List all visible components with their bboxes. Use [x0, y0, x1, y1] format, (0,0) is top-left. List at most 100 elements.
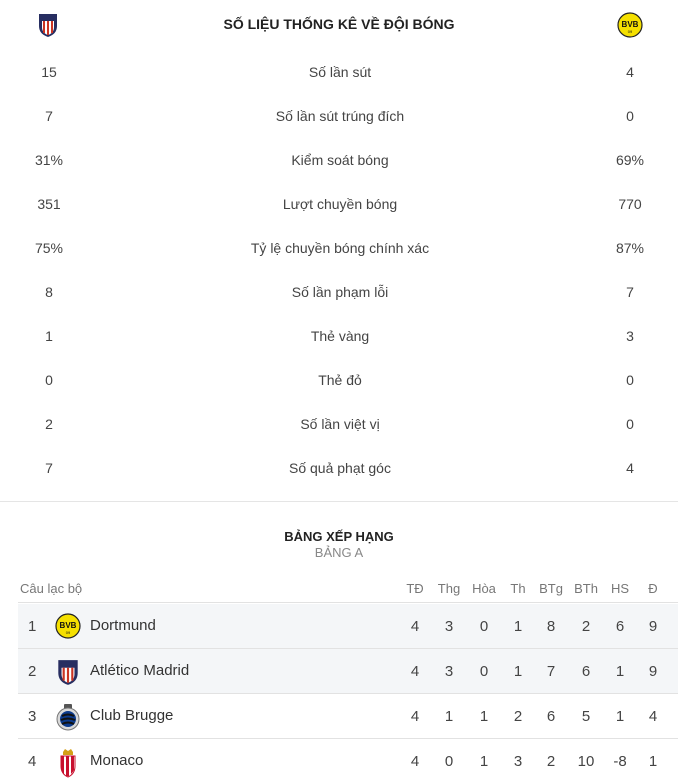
won: 3	[444, 663, 454, 680]
team-name[interactable]: Club Brugge	[90, 707, 174, 724]
atletico-madrid-crest-icon	[55, 658, 81, 690]
team-rank: 4	[28, 753, 37, 770]
stat-row-pass-accuracy: 75% Tỷ lệ chuyền bóng chính xác 87%	[0, 226, 678, 270]
header-won: Thg	[437, 581, 461, 596]
away-value: 4	[626, 64, 634, 80]
standings-header-row: Câu lạc bộ TĐ Thg Hòa Th BTg BTh HS Đ	[18, 578, 678, 603]
club-brugge-crest-icon	[55, 703, 81, 735]
drawn: 0	[479, 618, 489, 635]
goal-difference: 1	[615, 708, 625, 725]
away-value: 69%	[615, 152, 645, 168]
table-row[interactable]: 1 BVB 09 Dortmund 4 3 0 1 8 2 6 9	[18, 604, 678, 649]
away-value: 3	[626, 328, 634, 344]
standings-group-label: BẢNG A	[314, 545, 364, 560]
stat-row-corners: 7 Số quả phạt góc 4	[0, 446, 678, 490]
stats-list: 15 Số lần sút 4 7 Số lần sút trúng đích …	[0, 50, 678, 490]
played: 4	[410, 618, 420, 635]
table-row[interactable]: 4 Monaco 4 0 1 3 2 10 -8 1	[18, 739, 678, 784]
svg-text:BVB: BVB	[60, 621, 77, 630]
drawn: 0	[479, 663, 489, 680]
stat-label: Lượt chuyền bóng	[282, 196, 398, 212]
table-row[interactable]: 3 Club Brugge 4 1 1 2 6 5 1 4	[18, 694, 678, 739]
stat-label: Số lần phạm lỗi	[291, 284, 389, 300]
dortmund-bvb-crest-icon: BVB 09	[55, 613, 81, 643]
goals-against: 5	[581, 708, 591, 725]
standings-title: BẢNG XẾP HẠNG	[284, 529, 394, 544]
lost: 2	[513, 708, 523, 725]
team-name[interactable]: Monaco	[90, 752, 144, 769]
lost: 1	[513, 663, 523, 680]
home-value: 1	[45, 328, 53, 344]
stat-row-shots: 15 Số lần sút 4	[0, 50, 678, 94]
home-value: 2	[45, 416, 53, 432]
won: 0	[444, 753, 454, 770]
atletico-madrid-crest-icon	[38, 12, 58, 43]
header-club: Câu lạc bộ	[20, 581, 83, 596]
played: 4	[410, 753, 420, 770]
away-value: 7	[626, 284, 634, 300]
played: 4	[410, 663, 420, 680]
stat-label: Tỷ lệ chuyền bóng chính xác	[250, 240, 430, 256]
goals-for: 6	[546, 708, 556, 725]
goal-difference: -8	[613, 753, 627, 770]
won: 3	[444, 618, 454, 635]
away-value: 0	[626, 108, 634, 124]
away-value: 4	[626, 460, 634, 476]
stat-row-fouls: 8 Số lần phạm lỗi 7	[0, 270, 678, 314]
team-rank: 1	[28, 618, 37, 635]
stat-row-red-cards: 0 Thẻ đỏ 0	[0, 358, 678, 402]
home-value: 31%	[34, 152, 64, 168]
home-value: 351	[37, 196, 61, 212]
goal-difference: 1	[615, 663, 625, 680]
goals-for: 7	[546, 663, 556, 680]
header-points: Đ	[648, 581, 658, 596]
section-divider	[0, 501, 678, 502]
home-value: 75%	[34, 240, 64, 256]
team-stats-section: SỐ LIỆU THỐNG KÊ VỀ ĐỘI BÓNG BVB 09 15 S…	[0, 0, 678, 490]
team-rank: 3	[28, 708, 37, 725]
stat-row-possession: 31% Kiểm soát bóng 69%	[0, 138, 678, 182]
stat-label: Số lần sút trúng đích	[275, 108, 405, 124]
away-value: 0	[626, 372, 634, 388]
header-played: TĐ	[406, 581, 424, 596]
stat-row-passes: 351 Lượt chuyền bóng 770	[0, 182, 678, 226]
team-name[interactable]: Atlético Madrid	[90, 662, 190, 679]
team-name[interactable]: Dortmund	[90, 617, 156, 634]
stat-label: Thẻ vàng	[310, 328, 370, 344]
stat-row-yellow-cards: 1 Thẻ vàng 3	[0, 314, 678, 358]
home-value: 15	[41, 64, 57, 80]
header-lost: Th	[510, 581, 526, 596]
svg-text:BVB: BVB	[622, 20, 639, 29]
goals-against: 6	[581, 663, 591, 680]
svg-text:09: 09	[66, 630, 71, 635]
header-goal-difference: HS	[610, 581, 630, 596]
header-drawn: Hòa	[472, 581, 496, 596]
svg-text:09: 09	[628, 29, 633, 34]
points: 9	[648, 618, 658, 635]
table-row[interactable]: 2 Atlético Madrid 4 3 0 1 7 6 1 9	[18, 649, 678, 694]
goals-for: 8	[546, 618, 556, 635]
away-value: 770	[618, 196, 642, 212]
goals-against: 2	[581, 618, 591, 635]
home-value: 8	[45, 284, 53, 300]
points: 4	[648, 708, 658, 725]
played: 4	[410, 708, 420, 725]
lost: 3	[513, 753, 523, 770]
team-rank: 2	[28, 663, 37, 680]
header-goals-for: BTg	[539, 581, 563, 596]
dortmund-bvb-crest-icon: BVB 09	[617, 12, 643, 43]
drawn: 1	[479, 708, 489, 725]
goals-against: 10	[577, 753, 595, 770]
goals-for: 2	[546, 753, 556, 770]
away-value: 0	[626, 416, 634, 432]
stat-label: Số lần việt vị	[300, 416, 380, 432]
home-value: 0	[45, 372, 53, 388]
stat-label: Kiểm soát bóng	[291, 152, 389, 168]
monaco-crest-icon	[55, 748, 81, 782]
stat-row-offsides: 2 Số lần việt vị 0	[0, 402, 678, 446]
home-value: 7	[45, 460, 53, 476]
stats-header: SỐ LIỆU THỐNG KÊ VỀ ĐỘI BÓNG BVB 09	[0, 0, 678, 50]
goal-difference: 6	[615, 618, 625, 635]
stats-title: SỐ LIỆU THỐNG KÊ VỀ ĐỘI BÓNG	[223, 16, 455, 32]
stat-label: Số quả phạt góc	[289, 460, 391, 476]
